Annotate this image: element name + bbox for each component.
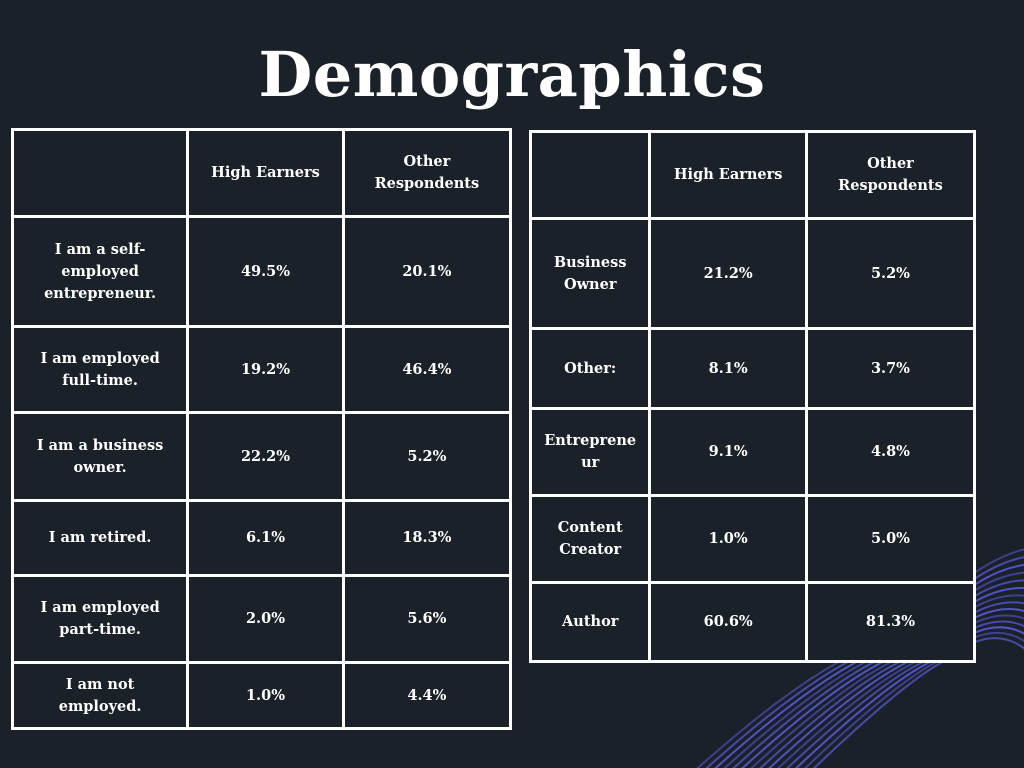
high-earners-value: 49.5% [186,215,345,328]
row-label: Author [528,581,652,663]
wave-line [803,631,1024,768]
other-respondents-value: 5.2% [341,411,513,502]
high-earners-value: 19.2% [186,325,345,414]
other-respondents-value: 5.2% [804,217,977,330]
row-label: I am employed part-time. [10,574,190,664]
table-row: Business Owner 21.2% 5.2% [528,217,977,330]
header-cell-high-earners: High Earners [186,128,345,218]
role-table: High Earners Other Respondents Business … [528,130,977,663]
row-label: Content Creator [528,494,652,584]
header-cell-other-respondents: Other Respondents [341,128,513,218]
row-label: Entrepreneur [528,407,652,497]
table-header-row: High Earners Other Respondents [528,130,977,220]
table-row: I am employed full-time. 19.2% 46.4% [10,325,513,414]
employment-status-table: High Earners Other Respondents I am a se… [10,128,513,730]
other-respondents-value: 18.3% [341,499,513,577]
row-label: I am a self-employed entrepreneur. [10,215,190,328]
row-label: Business Owner [528,217,652,330]
table-row: I am retired. 6.1% 18.3% [10,499,513,577]
other-respondents-value: 20.1% [341,215,513,328]
other-respondents-value: 81.3% [804,581,977,663]
table-row: Entrepreneur 9.1% 4.8% [528,407,977,497]
row-label: I am employed full-time. [10,325,190,414]
high-earners-value: 21.2% [648,217,808,330]
high-earners-value: 9.1% [648,407,808,497]
table-row: I am a self-employed entrepreneur. 49.5%… [10,215,513,328]
table-row: Content Creator 1.0% 5.0% [528,494,977,584]
header-cell-empty [528,130,652,220]
slide-title: Demographics [258,38,766,111]
other-respondents-value: 46.4% [341,325,513,414]
other-respondents-value: 5.0% [804,494,977,584]
row-label: I am retired. [10,499,190,577]
table-row: I am a business owner. 22.2% 5.2% [10,411,513,502]
row-label: Other: [528,327,652,410]
row-label: I am not employed. [10,661,190,730]
table-header-row: High Earners Other Respondents [10,128,513,218]
high-earners-value: 1.0% [186,661,345,730]
table-row: Other: 8.1% 3.7% [528,327,977,410]
high-earners-value: 22.2% [186,411,345,502]
header-cell-empty [10,128,190,218]
other-respondents-value: 4.8% [804,407,977,497]
high-earners-value: 60.6% [648,581,808,663]
table-row: I am not employed. 1.0% 4.4% [10,661,513,730]
table-row: I am employed part-time. 2.0% 5.6% [10,574,513,664]
row-label: I am a business owner. [10,411,190,502]
other-respondents-value: 5.6% [341,574,513,664]
high-earners-value: 8.1% [648,327,808,410]
other-respondents-value: 3.7% [804,327,977,410]
high-earners-value: 6.1% [186,499,345,577]
header-cell-other-respondents: Other Respondents [804,130,977,220]
header-cell-high-earners: High Earners [648,130,808,220]
wave-line [812,637,1024,768]
table-row: Author 60.6% 81.3% [528,581,977,663]
high-earners-value: 1.0% [648,494,808,584]
high-earners-value: 2.0% [186,574,345,664]
other-respondents-value: 4.4% [341,661,513,730]
